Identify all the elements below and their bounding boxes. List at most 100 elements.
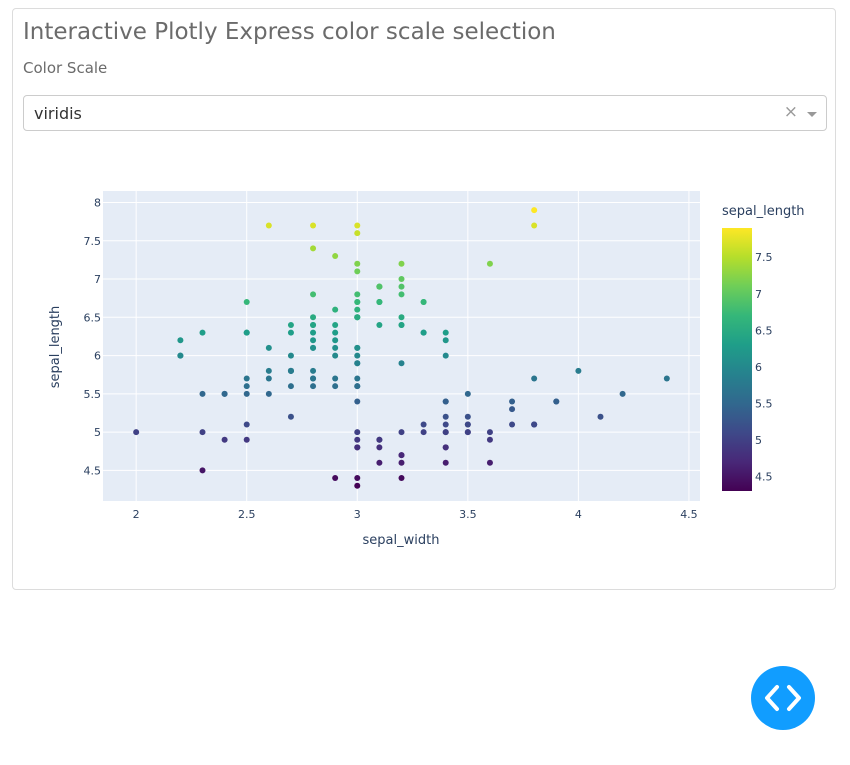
scatter-point <box>398 429 405 436</box>
scatter-point <box>310 383 317 390</box>
y-tick-label: 4.5 <box>84 464 102 477</box>
colorbar-tick-label: 5 <box>755 434 762 447</box>
scatter-point <box>464 390 471 397</box>
scatter-point <box>398 260 405 267</box>
scatter-point <box>398 360 405 367</box>
scatter-point <box>597 413 604 420</box>
scatter-point <box>354 260 361 267</box>
scatter-point <box>486 459 493 466</box>
scatter-point <box>287 352 294 359</box>
y-tick-label: 7 <box>94 273 101 286</box>
scatter-point <box>398 283 405 290</box>
scatter-point <box>243 436 250 443</box>
code-icon <box>765 685 801 711</box>
scatter-point <box>354 482 361 489</box>
scatter-point <box>199 329 206 336</box>
scatter-point <box>464 413 471 420</box>
y-tick-label: 5.5 <box>84 388 102 401</box>
x-tick-label: 3.5 <box>459 508 477 521</box>
scatter-point <box>420 421 427 428</box>
scatter-point <box>464 429 471 436</box>
y-tick-label: 5 <box>94 426 101 439</box>
scatter-point <box>287 383 294 390</box>
scatter-point <box>310 222 317 229</box>
x-tick-label: 4 <box>575 508 582 521</box>
scatter-point <box>442 429 449 436</box>
x-axis-title: sepal_width <box>363 533 440 548</box>
scatter-point <box>332 253 339 260</box>
scatter-point <box>332 306 339 313</box>
scatter-point <box>354 306 361 313</box>
scatter-point <box>310 291 317 298</box>
scatter-point <box>332 329 339 336</box>
scatter-point <box>398 314 405 321</box>
x-axis-ticks: 2 2.5 3 3.5 4 4.5 <box>133 508 698 521</box>
scatter-point <box>199 390 206 397</box>
scatter-point <box>177 352 184 359</box>
scatter-point <box>310 375 317 382</box>
scatter-point <box>442 444 449 451</box>
scatter-point <box>221 390 228 397</box>
scatter-point <box>354 222 361 229</box>
colorbar-tick-label: 4.5 <box>755 470 773 483</box>
scatter-point <box>376 459 383 466</box>
scatter-point <box>354 291 361 298</box>
scatter-point <box>486 260 493 267</box>
scatter-point <box>354 344 361 351</box>
colorbar-tick-label: 7.5 <box>755 251 773 264</box>
scatter-point <box>133 429 140 436</box>
scatter-point <box>442 398 449 405</box>
code-toggle-button[interactable] <box>751 666 815 730</box>
scatter-point <box>531 375 538 382</box>
scatter-point <box>243 421 250 428</box>
scatter-point <box>354 230 361 237</box>
scatter-point <box>287 329 294 336</box>
scatter-point <box>442 421 449 428</box>
scatter-point <box>332 337 339 344</box>
color-scale-label: Color Scale <box>23 59 108 77</box>
scatter-point <box>332 344 339 351</box>
scatter-point <box>332 375 339 382</box>
scatter-point <box>354 360 361 367</box>
scatter-point <box>376 283 383 290</box>
scatter-point <box>332 475 339 482</box>
x-tick-label: 2.5 <box>238 508 256 521</box>
colorbar-tick-label: 6.5 <box>755 324 773 337</box>
scatter-point <box>199 467 206 474</box>
scatter-point <box>243 329 250 336</box>
data-points <box>133 207 670 489</box>
scatter-point <box>442 329 449 336</box>
scatter-point <box>287 367 294 374</box>
color-scale-dropdown[interactable]: viridis × <box>23 95 827 131</box>
clear-selection-icon[interactable]: × <box>783 102 798 122</box>
y-tick-label: 6.5 <box>84 311 102 324</box>
scatter-point <box>398 475 405 482</box>
scatter-point <box>509 398 516 405</box>
scatter-point <box>354 383 361 390</box>
scatter-point <box>354 314 361 321</box>
scatter-point <box>509 421 516 428</box>
x-tick-label: 4.5 <box>680 508 698 521</box>
scatter-point <box>442 337 449 344</box>
scatter-point <box>332 321 339 328</box>
colorbar-tick-label: 7 <box>755 288 762 301</box>
colorbar-tick-label: 6 <box>755 361 762 374</box>
scatter-point <box>531 421 538 428</box>
scatter-point <box>531 207 538 214</box>
scatter-point <box>243 390 250 397</box>
scatter-point <box>376 444 383 451</box>
scatter-point <box>398 291 405 298</box>
chevron-down-icon[interactable] <box>807 112 817 117</box>
scatter-point <box>354 398 361 405</box>
scatter-point <box>486 429 493 436</box>
scatter-point <box>310 314 317 321</box>
scatter-point <box>663 375 670 382</box>
colorbar-tick-label: 5.5 <box>755 397 773 410</box>
scatter-point <box>265 344 272 351</box>
scatter-point <box>287 321 294 328</box>
scatter-point <box>509 406 516 413</box>
scatter-point <box>376 436 383 443</box>
app-card: Interactive Plotly Express color scale s… <box>12 8 836 590</box>
scatter-point <box>221 436 228 443</box>
scatter-point <box>354 444 361 451</box>
